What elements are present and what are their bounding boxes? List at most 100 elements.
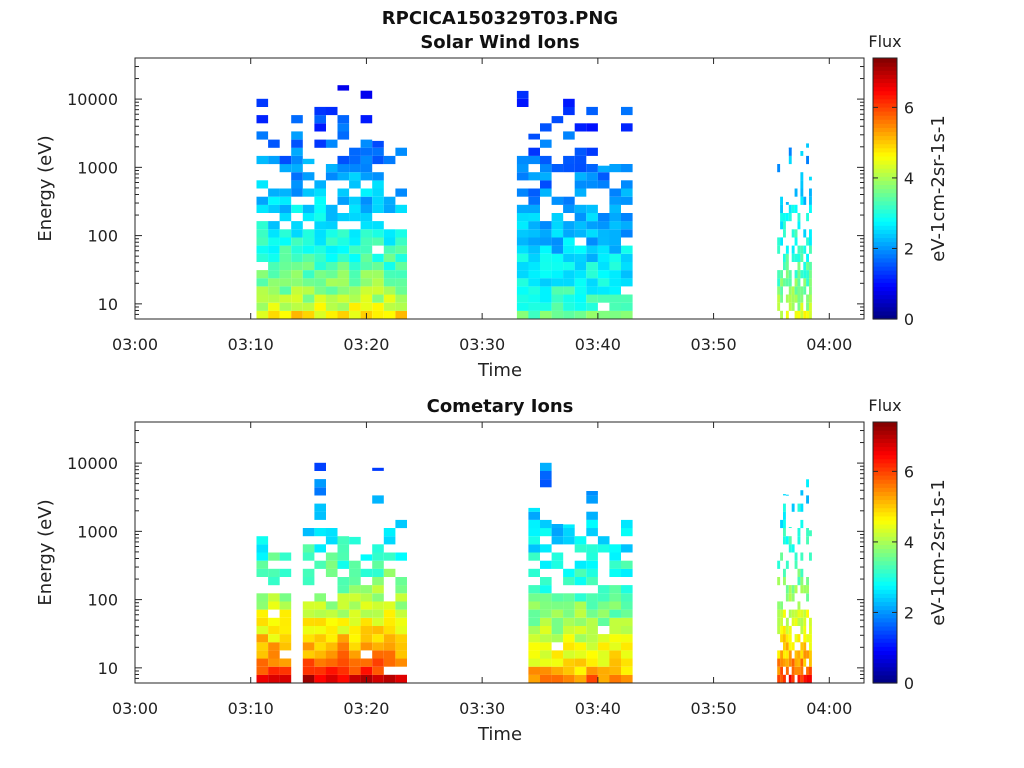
- heatmap-cell: [302, 634, 315, 643]
- heatmap-cell: [597, 172, 610, 181]
- heatmap-cell: [540, 229, 552, 238]
- heatmap-cell: [337, 261, 350, 271]
- heatmap-cell: [540, 593, 552, 602]
- heatmap-cell: [586, 180, 598, 189]
- heatmap-cell: [279, 278, 292, 287]
- heatmap-cell: [349, 560, 361, 569]
- heatmap-cell: [383, 155, 396, 165]
- heatmap-cell: [777, 286, 781, 295]
- heatmap-cell: [360, 302, 373, 311]
- colorbar-segment: [873, 568, 897, 574]
- colorbar-segment: [873, 168, 897, 173]
- heatmap-cell: [783, 253, 786, 262]
- heatmap-cell: [372, 568, 384, 577]
- heatmap-cell: [621, 609, 633, 618]
- colorbar-segment: [873, 446, 897, 452]
- y-axis-label: Energy (eV): [35, 499, 56, 605]
- heatmap-cell: [256, 536, 269, 545]
- colorbar-segment: [873, 642, 897, 647]
- heatmap-cell: [803, 229, 807, 238]
- colorbar-segment: [873, 532, 897, 537]
- colorbar-segment: [873, 678, 897, 684]
- heatmap-cell: [551, 617, 564, 626]
- heatmap-cell: [528, 544, 540, 553]
- heatmap-cell: [551, 270, 564, 279]
- heatmap-cell: [788, 302, 792, 311]
- heatmap-cell: [337, 213, 350, 222]
- heatmap-cell: [383, 601, 396, 610]
- heatmap-cell: [360, 188, 373, 197]
- heatmap-cell: [256, 196, 269, 205]
- heatmap-cell: [360, 568, 373, 577]
- heatmap-cell: [256, 98, 269, 107]
- colorbar-tick-label: 6: [904, 98, 914, 117]
- heatmap-cell: [268, 286, 280, 295]
- heatmap-cell: [783, 674, 786, 683]
- colorbar-segment: [873, 70, 897, 75]
- colorbar-segment: [873, 94, 897, 100]
- heatmap-cell: [337, 601, 350, 610]
- heatmap-cell: [586, 601, 598, 610]
- colorbar-segment: [873, 102, 897, 108]
- colorbar-segment: [873, 127, 897, 133]
- heatmap-cell: [777, 577, 781, 586]
- heatmap-cell: [574, 270, 587, 279]
- heatmap-cell: [302, 213, 315, 222]
- heatmap-cell: [783, 609, 786, 618]
- heatmap-cell: [785, 253, 789, 262]
- heatmap-cell: [574, 123, 587, 132]
- heatmap-cell: [574, 568, 587, 577]
- heatmap-cell: [809, 552, 812, 561]
- heatmap-cell: [302, 617, 315, 626]
- colorbar-segment: [873, 131, 897, 137]
- colorbar-segment: [873, 261, 897, 267]
- heatmap-cell: [785, 617, 789, 626]
- heatmap-cell: [788, 674, 792, 683]
- heatmap-cell: [314, 115, 326, 124]
- heatmap-cell: [797, 609, 801, 618]
- heatmap-cell: [349, 577, 361, 586]
- heatmap-cell: [800, 302, 804, 311]
- heatmap-cell: [528, 155, 540, 165]
- heatmap-cell: [372, 270, 384, 279]
- x-tick-label: 04:00: [806, 699, 852, 718]
- heatmap-cell: [609, 625, 621, 635]
- heatmap-cell: [780, 270, 783, 279]
- heatmap-cell: [349, 278, 361, 287]
- heatmap-cell: [777, 617, 781, 626]
- heatmap-cell: [349, 245, 361, 254]
- heatmap-cell: [349, 625, 361, 635]
- heatmap-cell: [803, 674, 807, 683]
- heatmap-cell: [268, 674, 280, 683]
- x-tick-label: 03:00: [112, 699, 158, 718]
- heatmap-cell: [586, 123, 598, 132]
- colorbar-segment: [873, 274, 897, 279]
- heatmap-cell: [291, 139, 303, 148]
- colorbar-segment: [873, 180, 897, 186]
- heatmap-cell: [551, 196, 564, 205]
- heatmap-cell: [563, 237, 575, 246]
- heatmap-cell: [809, 196, 812, 205]
- heatmap-cell: [528, 634, 540, 643]
- heatmap-cell: [349, 229, 361, 238]
- colorbar-tick-label: 0: [904, 674, 914, 693]
- heatmap-cell: [337, 658, 350, 667]
- heatmap-cell: [337, 577, 350, 586]
- heatmap-cell: [540, 286, 552, 295]
- colorbar-segment: [873, 434, 897, 439]
- heatmap-cell: [337, 617, 350, 626]
- heatmap-cell: [291, 131, 303, 140]
- heatmap-cell: [349, 147, 361, 156]
- heatmap-cell: [777, 278, 781, 287]
- colorbar-segment: [873, 564, 897, 570]
- heatmap-cell: [360, 601, 373, 610]
- heatmap-cell: [563, 229, 575, 238]
- heatmap-cell: [800, 650, 804, 659]
- heatmap-cell: [794, 666, 798, 675]
- heatmap-cell: [360, 155, 373, 165]
- heatmap-cell: [302, 172, 315, 181]
- heatmap-cell: [314, 204, 326, 213]
- heatmap-cell: [621, 560, 633, 569]
- heatmap-cell: [268, 593, 280, 602]
- heatmap-cell: [586, 245, 598, 254]
